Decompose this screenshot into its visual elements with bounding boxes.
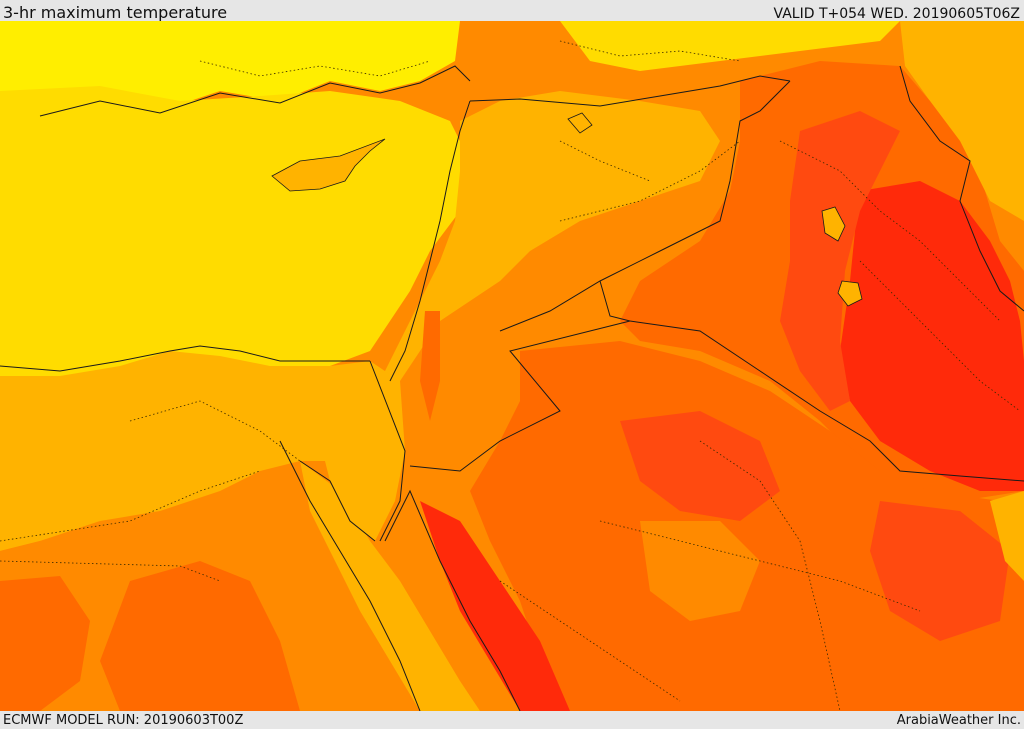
footer-bar: ECMWF MODEL RUN: 20190603T00Z ArabiaWeat… [0,711,1024,729]
admin-line-k [559,40,741,62]
admin-line-e [779,140,1001,322]
valid-time: VALID T+054 WED. 20190605T06Z [773,6,1020,22]
zone-hotter-saudi-a [620,411,780,521]
border-israel-egypt [369,360,406,542]
admin-line-l [559,140,651,182]
lake-assad [567,112,593,134]
border-jordan-saudi [409,320,631,472]
border-egypt-sinai [299,460,376,542]
border-turkey-syria [469,75,791,107]
zone-warm-saudi [640,521,760,621]
admin-line-h [699,440,841,711]
admin-line-i [859,260,1021,412]
credit: ArabiaWeather Inc. [896,713,1021,728]
zone-hotter-iraq [780,111,900,411]
temperature-map-svg [0,21,1024,711]
zone-hot-egypt-w [0,576,90,711]
admin-line-f [599,520,921,612]
zone-mild-egypt [0,351,385,551]
map-title: 3-hr maximum temperature [3,3,228,22]
coast-levant [389,100,471,382]
admin-line-g [499,580,681,702]
zone-red-sea [300,461,480,711]
zone-mild-levant [380,91,720,381]
zone-cyprus [271,138,386,192]
zone-hot-egypt [100,561,300,711]
admin-line-d [559,140,741,222]
border-iraq-iran [899,65,1024,312]
border-iraq-saudi [629,320,1024,482]
coast-red-sea-west [279,440,421,711]
border-syria-iraq [499,80,791,332]
model-run: ECMWF MODEL RUN: 20190603T00Z [3,713,244,728]
zone-cool-ne [900,21,1024,221]
zone-hot-saudi [470,341,1024,711]
coast-turkey-south [39,65,471,117]
admin-line-c [0,560,221,582]
lake-tharthar [821,206,846,242]
header-bar: 3-hr maximum temperature VALID T+054 WED… [0,0,1024,22]
lake-milh [837,280,863,307]
zone-cool-corner [990,491,1024,581]
admin-line-j [199,60,431,77]
border-jordan-iraq [599,280,631,322]
coast-red-sea-east [384,489,521,711]
zone-coolest-ne [560,21,900,71]
zone-hottest-hejaz [420,501,570,711]
zone-hot-jordan-valley [420,311,440,421]
zone-sinai [320,361,405,541]
coast-egypt [0,345,370,372]
admin-line-b [129,400,301,462]
admin-boundaries [0,40,1021,711]
country-borders [0,65,1024,711]
temperature-map [0,21,1024,711]
zone-hottest-iraq [840,181,1024,491]
zone-hotter-saudi-b [870,501,1010,641]
